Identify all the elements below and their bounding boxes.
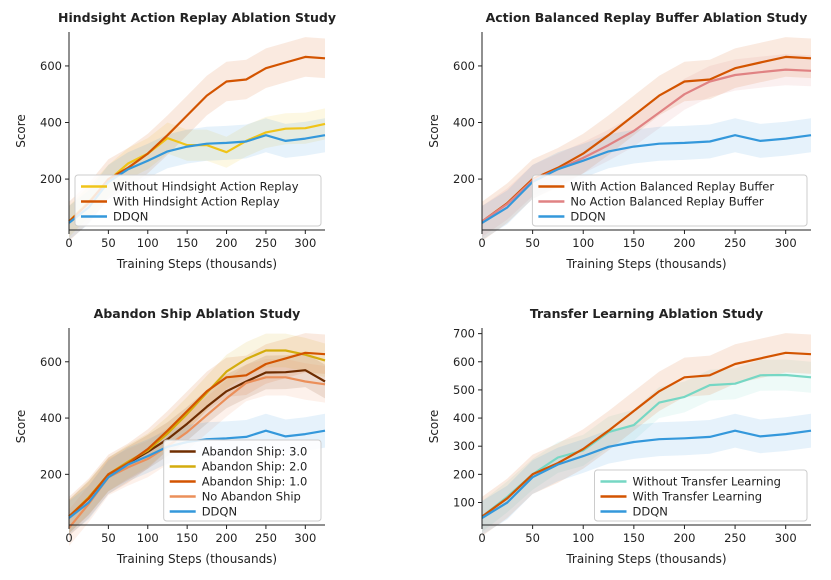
x-tick-label: 150	[623, 531, 645, 545]
y-axis-label: Score	[14, 114, 28, 148]
legend-entry: DDQN	[633, 505, 668, 519]
chart-title: Transfer Learning Ablation Study	[530, 306, 763, 321]
x-tick-label: 250	[255, 236, 277, 250]
series-line-2	[481, 351, 812, 518]
legend-box	[163, 439, 322, 522]
legend-entry: Without Hindsight Action Replay	[113, 180, 299, 194]
legend-entry: Without Transfer Learning	[633, 475, 781, 489]
legend-box	[594, 469, 808, 522]
x-axis-label: Training Steps (thousands)	[116, 552, 277, 566]
y-axis-label: Score	[14, 410, 28, 444]
x-tick-label: 0	[478, 236, 485, 250]
legend-entry: DDQN	[113, 210, 148, 224]
legend-entry: Abandon Ship: 2.0	[202, 460, 308, 474]
y-tick-label: 200	[453, 172, 475, 186]
legend-entry: With Action Balanced Replay Buffer	[570, 180, 774, 194]
x-tick-label: 100	[137, 531, 159, 545]
y-tick-label: 700	[453, 327, 475, 341]
series-band-2	[482, 54, 811, 238]
legend-entry: DDQN	[570, 210, 605, 224]
y-tick-label: 400	[453, 116, 475, 130]
series-band-1	[69, 108, 325, 238]
y-tick-label: 200	[40, 467, 62, 481]
legend-entry: Abandon Ship: 1.0	[202, 475, 308, 489]
chart-title: Abandon Ship Ablation Study	[94, 306, 301, 321]
y-axis-label: Score	[427, 410, 441, 444]
x-tick-label: 50	[525, 531, 540, 545]
series-band-3	[482, 413, 811, 535]
series-band-1	[482, 37, 811, 242]
series-band-3	[69, 333, 325, 537]
x-tick-label: 150	[176, 236, 198, 250]
x-tick-label: 300	[775, 531, 797, 545]
y-tick-label: 400	[40, 116, 62, 130]
x-tick-label: 200	[216, 236, 238, 250]
x-tick-label: 150	[623, 236, 645, 250]
legend-entry: DDQN	[202, 505, 237, 519]
x-tick-label: 100	[572, 531, 594, 545]
y-tick-label: 200	[453, 467, 475, 481]
series-band-3	[69, 118, 325, 240]
legend-entry: No Abandon Ship	[202, 490, 301, 504]
x-tick-label: 50	[525, 236, 540, 250]
x-tick-label: 200	[216, 531, 238, 545]
x-tick-label: 250	[724, 531, 746, 545]
y-axis-label: Score	[427, 114, 441, 148]
x-axis-label: Training Steps (thousands)	[565, 552, 726, 566]
legend-box	[74, 174, 322, 227]
chart-panel-4: Transfer Learning Ablation Study 0 50 100 15…	[427, 306, 812, 566]
x-tick-label: 100	[572, 236, 594, 250]
x-tick-label: 250	[255, 531, 277, 545]
x-tick-label: 0	[65, 236, 72, 250]
y-tick-label: 600	[40, 355, 62, 369]
x-tick-label: 50	[101, 531, 116, 545]
chart-panel-1: Hindsight Action Replay Ablation Study 0 5…	[14, 10, 336, 271]
series-band-1	[482, 359, 811, 532]
series-band-4	[69, 359, 325, 547]
chart-panel-2: Action Balanced Replay Buffer Ablation S…	[427, 10, 812, 271]
chart-panel-3: Abandon Ship Ablation Study 0 50 100 150 200 2…	[14, 306, 326, 566]
series-line-3	[481, 429, 812, 519]
chart-title: Action Balanced Replay Buffer Ablation S…	[486, 10, 808, 25]
legend-entry: With Hindsight Action Replay	[113, 195, 280, 209]
y-tick-label: 600	[40, 59, 62, 73]
x-tick-label: 200	[673, 236, 695, 250]
x-axis-label: Training Steps (thousands)	[116, 257, 277, 271]
x-tick-label: 300	[294, 531, 316, 545]
y-tick-label: 600	[453, 59, 475, 73]
y-tick-label: 300	[453, 439, 475, 453]
x-tick-label: 0	[65, 531, 72, 545]
legend-box	[531, 174, 808, 227]
legend-entry: Abandon Ship: 3.0	[202, 445, 308, 459]
y-tick-label: 200	[40, 172, 62, 186]
y-tick-label: 100	[453, 495, 475, 509]
x-tick-label: 200	[673, 531, 695, 545]
y-tick-label: 500	[453, 383, 475, 397]
x-axis-label: Training Steps (thousands)	[565, 257, 726, 271]
series-band-3	[482, 118, 811, 240]
x-tick-label: 300	[775, 236, 797, 250]
chart-title: Hindsight Action Replay Ablation Study	[58, 10, 336, 25]
legend-entry: No Action Balanced Replay Buffer	[570, 195, 764, 209]
y-tick-label: 600	[453, 355, 475, 369]
legend-entry: With Transfer Learning	[633, 490, 763, 504]
x-tick-label: 100	[137, 236, 159, 250]
x-tick-label: 0	[478, 531, 485, 545]
y-tick-label: 400	[453, 411, 475, 425]
x-tick-label: 300	[294, 236, 316, 250]
series-line-3	[68, 351, 326, 518]
series-band-2	[69, 37, 325, 242]
x-tick-label: 150	[176, 531, 198, 545]
x-tick-label: 250	[724, 236, 746, 250]
x-tick-label: 50	[101, 236, 116, 250]
y-tick-label: 400	[40, 411, 62, 425]
